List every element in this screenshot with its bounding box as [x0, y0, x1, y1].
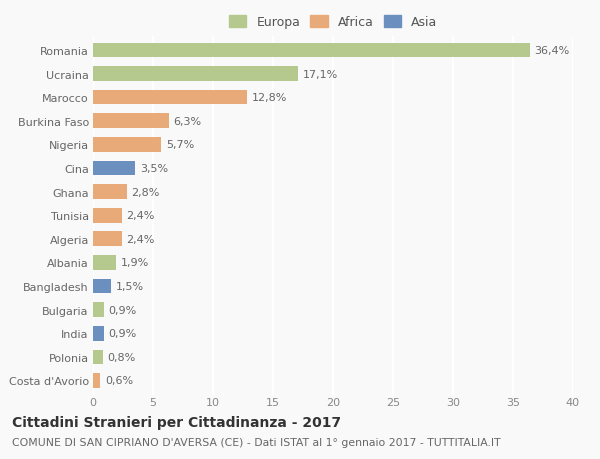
- Text: 12,8%: 12,8%: [251, 93, 287, 103]
- Bar: [93, 302, 104, 317]
- Text: 0,6%: 0,6%: [105, 375, 133, 386]
- Text: 2,8%: 2,8%: [131, 187, 160, 197]
- Bar: [93, 138, 161, 152]
- Text: 36,4%: 36,4%: [535, 46, 570, 56]
- Legend: Europa, Africa, Asia: Europa, Africa, Asia: [225, 12, 441, 33]
- Text: 17,1%: 17,1%: [303, 69, 338, 79]
- Bar: [93, 350, 103, 364]
- Bar: [93, 208, 122, 223]
- Text: 5,7%: 5,7%: [166, 140, 194, 150]
- Bar: [93, 326, 104, 341]
- Bar: [93, 279, 111, 294]
- Bar: [93, 114, 169, 129]
- Text: COMUNE DI SAN CIPRIANO D'AVERSA (CE) - Dati ISTAT al 1° gennaio 2017 - TUTTITALI: COMUNE DI SAN CIPRIANO D'AVERSA (CE) - D…: [12, 437, 500, 447]
- Bar: [93, 373, 100, 388]
- Text: 2,4%: 2,4%: [127, 234, 155, 244]
- Bar: [93, 161, 135, 176]
- Text: 0,8%: 0,8%: [107, 352, 136, 362]
- Bar: [93, 256, 116, 270]
- Text: Cittadini Stranieri per Cittadinanza - 2017: Cittadini Stranieri per Cittadinanza - 2…: [12, 415, 341, 429]
- Bar: [93, 232, 122, 246]
- Bar: [93, 67, 298, 82]
- Text: 2,4%: 2,4%: [127, 211, 155, 221]
- Bar: [93, 44, 530, 58]
- Text: 0,9%: 0,9%: [109, 329, 137, 338]
- Bar: [93, 91, 247, 105]
- Text: 6,3%: 6,3%: [173, 117, 202, 127]
- Text: 1,9%: 1,9%: [121, 258, 149, 268]
- Text: 0,9%: 0,9%: [109, 305, 137, 315]
- Text: 1,5%: 1,5%: [116, 281, 144, 291]
- Bar: [93, 185, 127, 200]
- Text: 3,5%: 3,5%: [140, 163, 168, 174]
